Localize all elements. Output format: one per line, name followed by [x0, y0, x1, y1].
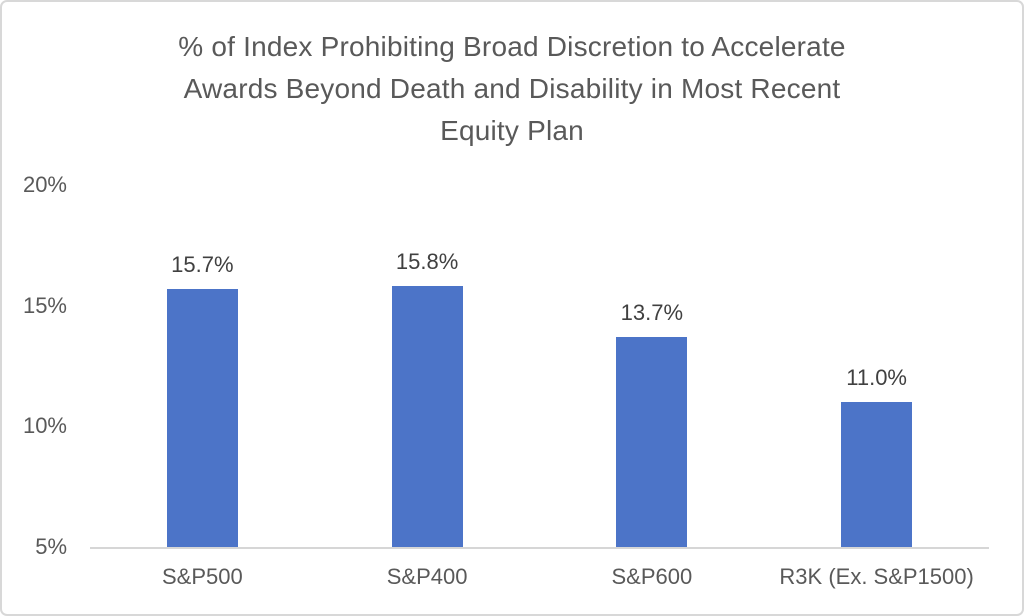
- x-category-label: S&P400: [386, 564, 468, 589]
- plot-area: 15.7% 15.8% 13.7% 11.0%: [90, 185, 989, 547]
- y-tick-label-10: 10%: [22, 413, 67, 439]
- y-axis: 20% 15% 10% 5%: [2, 172, 67, 559]
- bar: [166, 288, 238, 547]
- bar-slot-1: 15.7%: [90, 185, 315, 547]
- y-tick-label-20: 20%: [22, 172, 67, 197]
- bar-value-label: 13.7%: [620, 300, 684, 326]
- x-category-label: S&P600: [611, 564, 693, 589]
- bar-value-label: 15.8%: [395, 249, 459, 275]
- bar-slot-4: 11.0%: [764, 185, 989, 547]
- bar: [391, 286, 463, 547]
- x-axis: S&P500 S&P400 S&P600 R3K (Ex. S&P1500): [90, 563, 989, 593]
- chart-title-line-1: % of Index Prohibiting Broad Discretion …: [178, 31, 846, 62]
- bar-slot-2: 15.8%: [315, 185, 540, 547]
- y-tick-label-5: 5%: [35, 534, 67, 559]
- y-tick-label-15: 15%: [22, 292, 67, 318]
- bar-value-label: 15.7%: [171, 251, 234, 277]
- bar-value-label: 11.0%: [846, 365, 907, 391]
- x-category-label: R3K (Ex. S&P1500): [779, 564, 974, 589]
- x-axis-line: [90, 547, 989, 549]
- bar: [616, 337, 688, 547]
- bar: [841, 402, 913, 547]
- chart-title-line-2: Awards Beyond Death and Disability in Mo…: [183, 73, 841, 104]
- bar-slot-3: 13.7%: [540, 185, 765, 547]
- x-category-label: S&P500: [162, 564, 243, 589]
- chart-title-line-3: Equity Plan: [440, 115, 584, 146]
- chart-title: % of Index Prohibiting Broad Discretion …: [2, 26, 1022, 152]
